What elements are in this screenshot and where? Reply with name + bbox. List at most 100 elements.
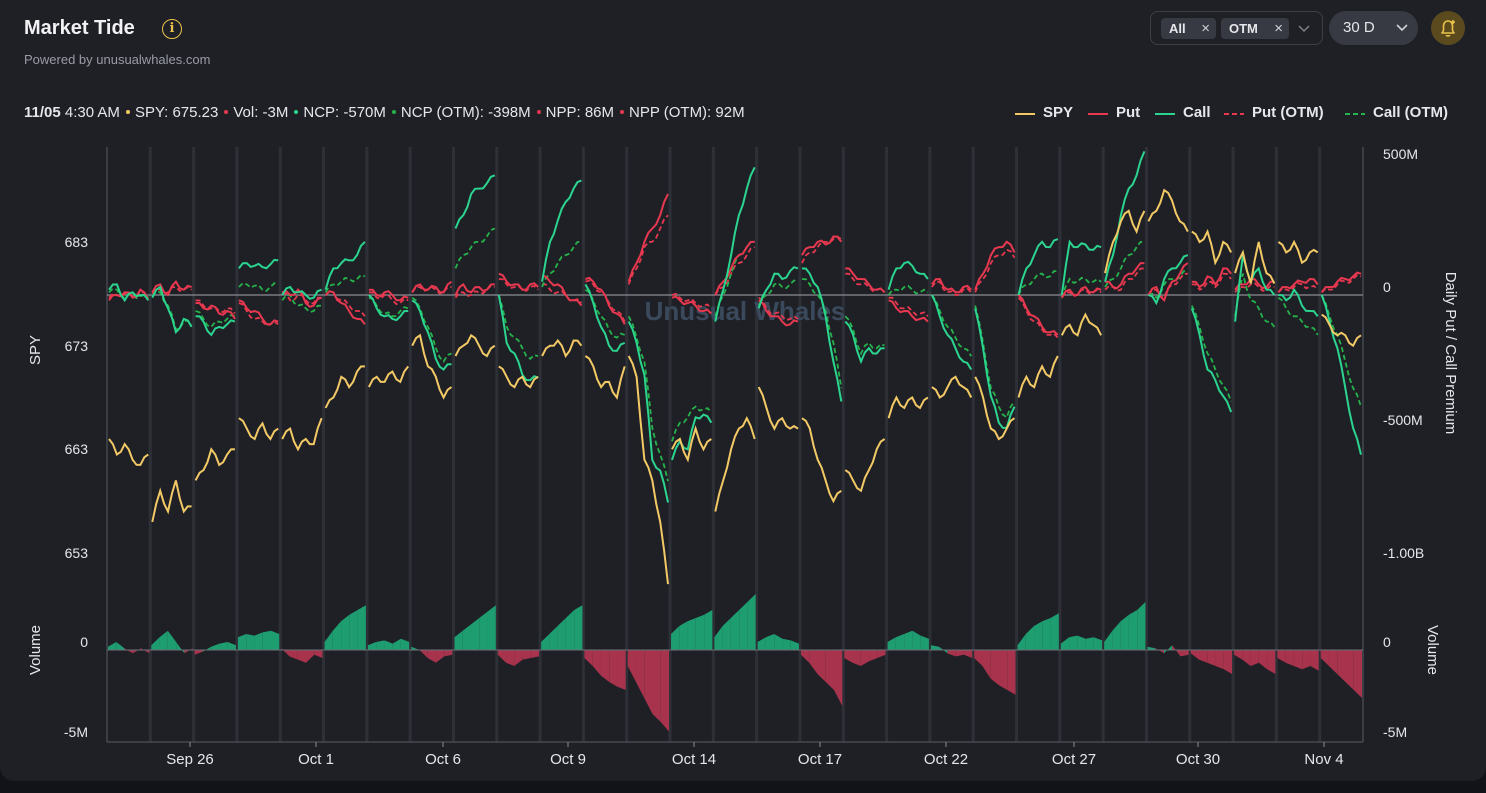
y-tick-label-left: 673 xyxy=(65,338,89,354)
series-put-line xyxy=(324,290,366,325)
x-tick-label: Oct 14 xyxy=(672,751,716,768)
volume-area-segment xyxy=(895,634,905,650)
volume-area-segment xyxy=(730,610,740,650)
volume-area-segment xyxy=(887,637,896,650)
volume-area-segment xyxy=(1267,650,1276,674)
period-select[interactable]: 30 D xyxy=(1329,11,1418,45)
close-icon[interactable]: × xyxy=(1201,20,1210,37)
series-put-line xyxy=(1147,262,1189,303)
volume-area-segment xyxy=(1104,630,1113,650)
volume-area-segment xyxy=(774,634,783,650)
volume-area-segment xyxy=(800,650,810,663)
volume-area-segment xyxy=(124,648,133,654)
volume-area-segment xyxy=(1163,645,1173,654)
legend-spy[interactable]: SPY xyxy=(1043,104,1074,121)
volume-area-segment xyxy=(920,635,929,650)
series-call-otm-line xyxy=(454,227,496,269)
volume-area-segment xyxy=(1093,637,1103,650)
series-put-line xyxy=(1105,262,1145,290)
series-put-line xyxy=(671,295,712,315)
volume-area-segment xyxy=(757,637,766,650)
volume-area-segment xyxy=(1155,648,1164,654)
volume-area-segment xyxy=(852,650,861,666)
close-icon[interactable]: × xyxy=(1274,20,1283,37)
y-tick-label-right: 500M xyxy=(1383,146,1418,162)
y-tick-label-left: 683 xyxy=(65,234,89,250)
series-spy-line xyxy=(844,438,886,493)
series-call-line xyxy=(844,320,885,365)
volume-area-segment xyxy=(297,650,307,663)
volume-area-segment xyxy=(194,650,203,655)
series-put-otm-line xyxy=(1147,272,1188,299)
volume-area-segment xyxy=(998,650,1008,690)
volume-area-segment xyxy=(1077,635,1086,650)
volume-area-segment xyxy=(141,648,150,654)
volume-area-segment xyxy=(600,650,610,682)
volume-area-segment xyxy=(237,634,247,650)
volume-area-segment xyxy=(435,650,445,663)
series-call-otm-line xyxy=(324,274,366,293)
volume-area-segment xyxy=(479,611,488,650)
y-tick-label-right: 0 xyxy=(1383,279,1391,295)
y-tick-label-right: -1.00B xyxy=(1383,545,1424,561)
volume-area-segment xyxy=(1302,650,1311,670)
volume-area-segment xyxy=(635,650,645,698)
watermark: Unusual Whales xyxy=(645,296,846,326)
series-spy-line xyxy=(1191,228,1232,266)
series-put-line xyxy=(1234,277,1275,291)
volume-area-segment xyxy=(522,650,531,660)
volume-area-segment xyxy=(262,630,271,650)
legend-call-otm[interactable]: Call (OTM) xyxy=(1373,104,1448,121)
filter-chip-otm[interactable]: OTM × xyxy=(1221,18,1289,39)
volume-area-segment xyxy=(211,643,220,650)
series-spy-line xyxy=(757,386,799,431)
series-call-otm-line xyxy=(497,294,539,360)
volume-area-segment xyxy=(565,610,575,650)
volume-area-segment xyxy=(687,618,696,650)
legend-put-otm[interactable]: Put (OTM) xyxy=(1252,104,1324,121)
info-icon[interactable]: i xyxy=(162,19,182,39)
series-call-otm-line xyxy=(238,282,279,292)
bell-plus-icon[interactable] xyxy=(1431,11,1465,45)
volume-area-segment xyxy=(246,634,255,650)
series-call-line xyxy=(195,315,236,337)
volume-area-segment xyxy=(427,650,436,663)
series-call-line xyxy=(1234,254,1276,322)
series-call-otm-line xyxy=(974,305,1016,419)
volume-area-segment xyxy=(1320,650,1329,666)
filter-select[interactable]: All × OTM × xyxy=(1150,11,1323,45)
volume-area-segment xyxy=(584,650,593,666)
series-put-line xyxy=(498,272,539,291)
volume-area-segment xyxy=(324,630,333,650)
volume-area-segment xyxy=(695,614,705,650)
volume-area-segment xyxy=(652,650,661,722)
series-spy-line xyxy=(1104,209,1146,274)
legend-call[interactable]: Call xyxy=(1183,104,1211,121)
series-spy-line xyxy=(974,376,1016,441)
volume-area-segment xyxy=(392,638,401,650)
volume-area-segment xyxy=(1328,650,1338,674)
dot-icon xyxy=(391,109,396,114)
volume-area-segment xyxy=(176,642,185,654)
volume-area-segment xyxy=(487,605,496,650)
series-put-line xyxy=(1017,294,1059,336)
series-call-otm-line xyxy=(195,310,236,328)
series-put-line xyxy=(585,276,626,325)
chevron-down-icon[interactable] xyxy=(1297,21,1311,38)
volume-area-segment xyxy=(419,650,428,658)
filter-chip-all[interactable]: All × xyxy=(1161,18,1216,39)
volume-area-segment xyxy=(444,650,453,657)
volume-area-segment xyxy=(627,650,636,682)
series-call-otm-line xyxy=(1104,240,1145,288)
series-call-line xyxy=(411,299,452,371)
x-tick-label: Sep 26 xyxy=(166,751,214,768)
readout-ncp-otm: NCP (OTM): -398M xyxy=(400,104,531,121)
legend-put[interactable]: Put xyxy=(1116,104,1141,121)
volume-area-segment xyxy=(617,650,626,690)
series-call-line xyxy=(324,241,366,290)
series-put-otm-line xyxy=(931,280,972,296)
series-call-line xyxy=(151,285,193,335)
volume-area-segment xyxy=(1199,650,1208,663)
series-call-otm-line xyxy=(1234,273,1276,328)
